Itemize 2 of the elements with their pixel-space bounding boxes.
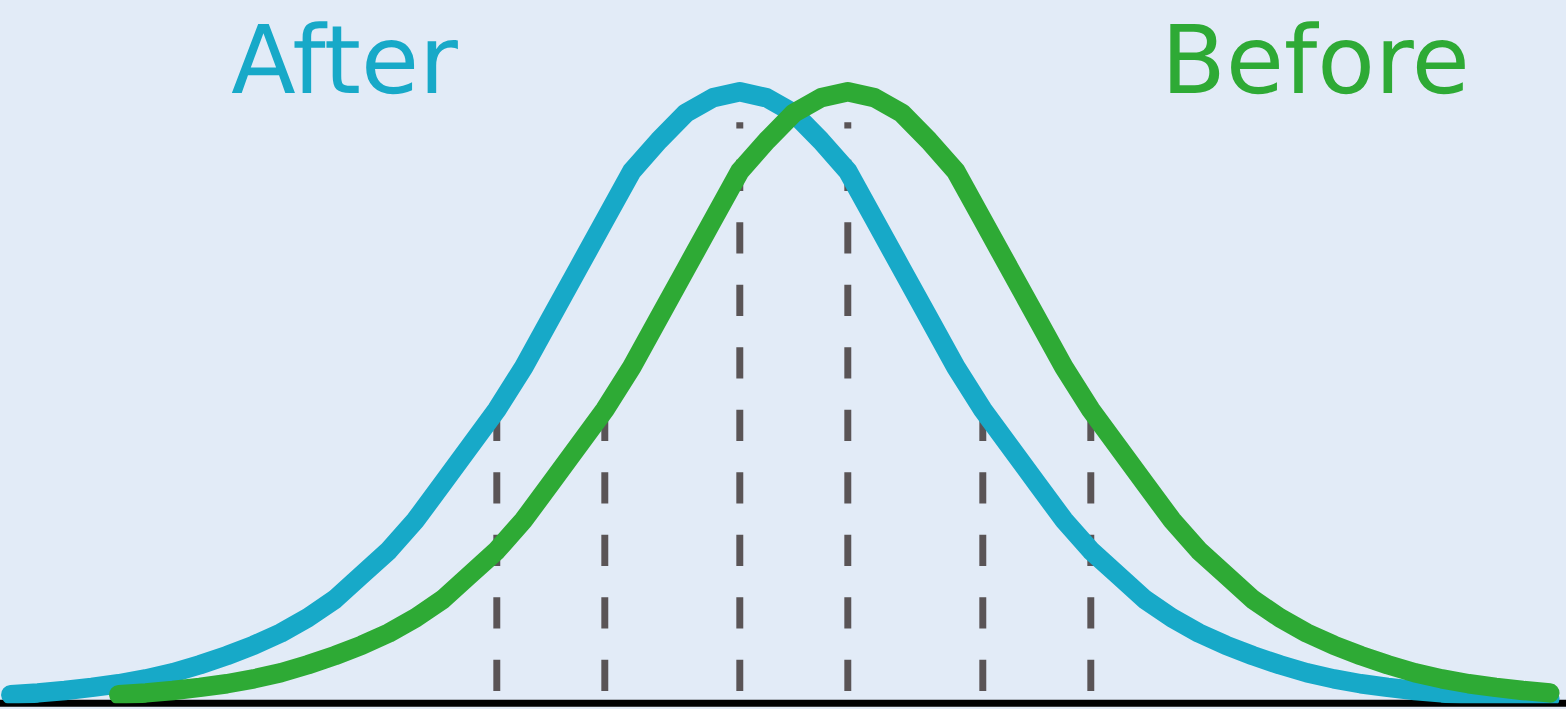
text: Before: [1170, 21, 1465, 95]
text: After: [231, 21, 458, 95]
